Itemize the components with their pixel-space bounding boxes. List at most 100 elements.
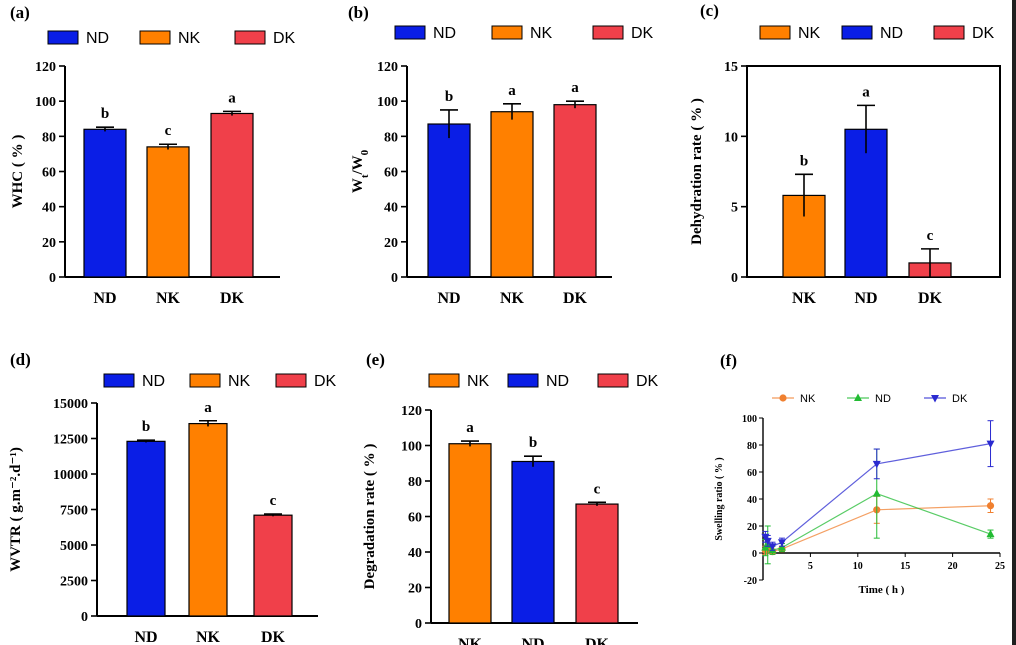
significance-letter-dk: a — [228, 90, 236, 106]
y-tick-label: 0 — [81, 610, 88, 625]
significance-letter-nd: a — [862, 84, 870, 100]
significance-letter-nd: b — [101, 106, 109, 122]
point-dk — [763, 537, 772, 546]
legend-swatch-nk — [491, 25, 523, 40]
y-tick-label: 100 — [377, 95, 398, 110]
y-tick-label: 20 — [384, 236, 398, 251]
bar-nk — [490, 111, 534, 278]
y-tick-label: 60 — [42, 166, 56, 181]
y-tick-label: 40 — [747, 495, 757, 506]
x-axis-label: Time ( h ) — [859, 584, 905, 596]
x-tick-label-dk: DK — [585, 636, 610, 645]
legend-swatch-dk — [597, 373, 629, 388]
y-tick-label: 0 — [49, 271, 56, 286]
legend-swatch-dk — [275, 373, 307, 388]
legend-label-nd: ND — [142, 373, 165, 390]
panel-label: (b) — [348, 3, 369, 22]
x-tick-label-nk: NK — [792, 290, 817, 307]
y-tick-label: 80 — [384, 130, 398, 145]
legend-swatch-dk — [592, 25, 624, 40]
x-tick-label-nk: NK — [156, 290, 181, 307]
point-dk — [986, 440, 995, 449]
bar-dk — [575, 503, 619, 624]
significance-letter-nd: b — [445, 89, 453, 105]
x-tick-label-nd: ND — [437, 290, 460, 307]
x-tick-label: 15 — [900, 561, 910, 572]
y-tick-label: 12500 — [53, 433, 88, 448]
significance-letter-dk: c — [270, 493, 277, 509]
legend-label-nk: NK — [798, 25, 821, 42]
y-tick-label: 10000 — [53, 468, 88, 483]
y-tick-label: 80 — [747, 441, 757, 452]
legend-label-nk: NK — [228, 373, 251, 390]
significance-letter-nd: b — [142, 419, 150, 435]
y-tick-label: 10 — [724, 130, 738, 145]
legend-label-dk: DK — [636, 373, 659, 390]
y-tick-label: 40 — [384, 201, 398, 216]
bar-nd — [844, 128, 888, 278]
legend-label-dk: DK — [314, 373, 337, 390]
y-tick-label: 60 — [408, 511, 422, 526]
y-axis-label: Dehydration rate ( % ) — [689, 98, 705, 245]
bar-nk — [188, 422, 228, 617]
bar-dk — [210, 112, 254, 278]
legend-swatch-nk — [759, 25, 791, 40]
legend-label-nk: NK — [800, 393, 816, 405]
legend-marker-dk — [931, 395, 939, 403]
x-tick-label: 20 — [948, 561, 958, 572]
legend-label-nd: ND — [880, 25, 903, 42]
x-tick-label-nd: ND — [521, 636, 544, 645]
panel-f: (f) -20 0 20 40 60 80 100 5 10 15 20 25 Time ( h ) Swe… — [714, 351, 1005, 596]
y-axis-label: Wt/W0 — [350, 149, 371, 193]
bar-nd — [126, 440, 166, 617]
panel-label: (e) — [366, 350, 385, 369]
y-tick-label: 120 — [401, 404, 422, 419]
x-tick-label-nd: ND — [854, 290, 877, 307]
y-axis-label: Degradation rate ( % ) — [362, 444, 378, 590]
x-tick-label-nd: ND — [93, 290, 116, 307]
legend-label-dk: DK — [631, 25, 654, 42]
legend-label-dk: DK — [273, 30, 296, 47]
legend-label-dk: DK — [972, 25, 995, 42]
significance-letter-nd: b — [529, 435, 537, 451]
y-tick-label: 15 — [724, 60, 738, 75]
legend-swatch-nk — [139, 30, 171, 45]
significance-letter-nk: a — [508, 83, 516, 99]
y-tick-label: 7500 — [60, 504, 88, 519]
legend-marker-nk — [779, 394, 787, 402]
y-axis-label: Swelling ratio ( % ) — [714, 457, 725, 540]
legend-label-nk: NK — [467, 373, 490, 390]
y-tick-label: 0 — [391, 271, 398, 286]
y-tick-label: 20 — [747, 522, 757, 533]
panel-e: (e) NK ND DK 0 20 40 60 80 100 120 Degradation rate… — [362, 350, 659, 645]
y-tick-label: 100 — [401, 440, 422, 455]
bar-dk — [253, 514, 293, 617]
y-tick-label: 60 — [747, 468, 757, 479]
y-axis-label: WVTR ( g.m⁻².d⁻¹) — [8, 447, 24, 572]
y-tick-label: 0 — [752, 549, 757, 560]
y-tick-label: 0 — [415, 617, 422, 632]
x-tick-label-dk: DK — [220, 290, 245, 307]
x-tick-label-dk: DK — [918, 290, 943, 307]
bar-nd — [427, 123, 471, 278]
y-tick-label: 2500 — [60, 575, 88, 590]
legend-label-nk: NK — [530, 25, 553, 42]
y-tick-label: 15000 — [53, 397, 88, 412]
x-tick-label-dk: DK — [563, 290, 588, 307]
legend-swatch-nk — [428, 373, 460, 388]
panel-c: (c) NK ND DK 0 5 10 15 Dehydration rate ( % ) b NK… — [689, 1, 1001, 307]
y-tick-label: 5 — [731, 201, 738, 216]
legend-swatch-nk — [189, 373, 221, 388]
legend-swatch-dk — [933, 25, 965, 40]
x-tick-label-nk: NK — [500, 290, 525, 307]
legend-label-nk: NK — [178, 30, 201, 47]
legend-label-nd: ND — [875, 393, 891, 405]
panel-d: (d) ND NK DK 0 2500 5000 7500 10000 12500 15000 WVT… — [8, 350, 337, 645]
significance-letter-dk: c — [927, 228, 934, 244]
legend-label-nd: ND — [546, 373, 569, 390]
legend-swatch-nd — [507, 373, 539, 388]
panel-label: (d) — [10, 350, 31, 369]
y-tick-label: 40 — [42, 201, 56, 216]
bar-nk — [146, 146, 190, 278]
